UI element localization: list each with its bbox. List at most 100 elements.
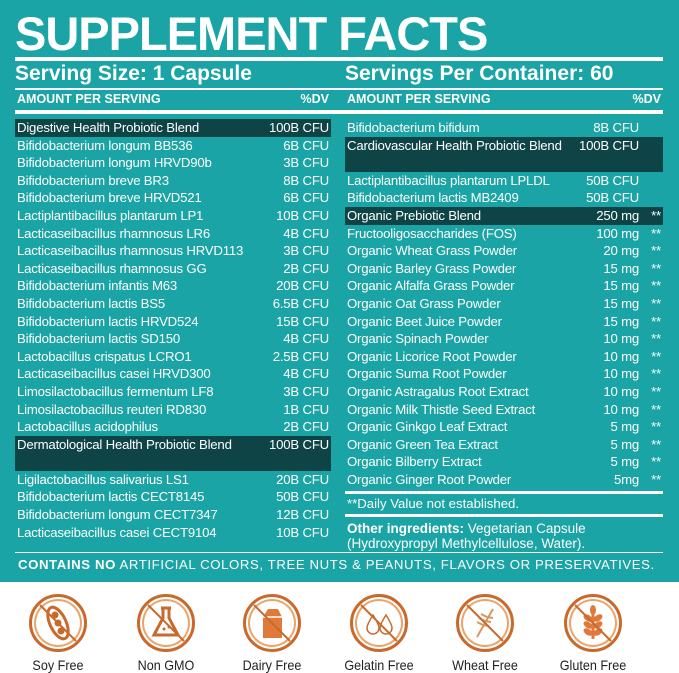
ingredient-name: Organic Suma Root Powder	[347, 366, 507, 382]
amount-group: 3B CFU	[277, 383, 329, 401]
ingredient-row: Organic Oat Grass Powder 15 mg **	[345, 295, 663, 313]
ingredient-amount: 100 mg	[596, 225, 639, 241]
amount-group: 10B CFU	[270, 207, 329, 225]
amount-group: 50B CFU	[580, 189, 661, 207]
right-ingredients: Bifidobacterium bifidum 8B CFU Cardiovascu…	[345, 119, 663, 488]
ingredient-amount: 5 mg	[610, 454, 639, 470]
ingredient-name: Bifidobacterium longum HRVD90b	[17, 155, 212, 171]
servings-per-container: Servings Per Container: 60	[345, 62, 614, 85]
supplement-facts-panel: SUPPLEMENT FACTS Serving Size: 1 Capsule…	[0, 0, 679, 582]
daily-value	[639, 119, 661, 137]
amount-group: 3B CFU	[277, 242, 329, 260]
badge-label: Non GMO	[137, 657, 195, 673]
ingredient-amount: 4B CFU	[283, 366, 329, 382]
ingredient-name: Lactiplantibacillus plantarum LP1	[17, 207, 204, 223]
ingredient-row: Fructooligosaccharides (FOS) 100 mg **	[345, 225, 663, 243]
ingredient-name: Dermatological Health Probiotic Blend	[17, 436, 232, 452]
ingredient-row: Organic Beet Juice Powder 15 mg **	[345, 313, 663, 331]
ingredient-amount: 2B CFU	[283, 419, 329, 435]
drops-icon	[350, 594, 408, 652]
daily-value: **	[651, 243, 661, 259]
daily-value	[639, 189, 661, 207]
ingredient-amount: 10B CFU	[276, 524, 329, 540]
ingredient-row: Organic Spinach Powder 10 mg **	[345, 330, 663, 348]
ingredient-amount: 10 mg	[603, 348, 639, 364]
amount-header: AMOUNT PER SERVING	[347, 92, 491, 106]
ingredient-name: Bifidobacterium breve HRVD521	[17, 190, 202, 206]
divider	[345, 514, 663, 517]
ingredient-amount: 6B CFU	[283, 190, 329, 206]
ingredient-name: Organic Astragalus Root Extract	[347, 383, 529, 399]
ingredient-name: Bifidobacterium breve BR3	[17, 172, 169, 188]
amount-group: 8B CFU	[277, 172, 329, 190]
amount-group: 15 mg **	[597, 277, 661, 295]
amount-group: 15B CFU	[270, 313, 329, 331]
daily-value: **	[651, 401, 661, 417]
ingredient-amount: 1B CFU	[283, 401, 329, 417]
daily-value	[639, 137, 661, 155]
dv-header: %DV	[300, 92, 329, 106]
amount-group: 2B CFU	[277, 418, 329, 436]
ingredient-row: Lacticaseibacillus rhamnosus HRVD113 3B C…	[15, 242, 331, 260]
amount-group: 6.5B CFU	[267, 295, 329, 313]
badge-non-gmo: Non GMO	[121, 594, 211, 673]
amount-group: 10 mg **	[597, 365, 661, 383]
ingredient-row: Bifidobacterium breve HRVD521 6B CFU	[15, 189, 331, 207]
ingredient-name: Limosilactobacillus fermentum LF8	[17, 383, 214, 399]
ingredient-amount: 10 mg	[603, 383, 639, 399]
blend-header-row: Dermatological Health Probiotic Blend 100…	[15, 435, 331, 471]
amount-group: 100B CFU	[263, 119, 329, 137]
ingredient-amount: 8B CFU	[593, 120, 639, 135]
amount-group: 15 mg **	[597, 313, 661, 331]
other-ingredients: Other ingredients: Vegetarian Capsule (H…	[347, 521, 667, 551]
ingredient-name: Organic Licorice Root Powder	[347, 348, 517, 364]
ingredient-row: Bifidobacterium longum CECT7347 12B CFU	[15, 506, 331, 524]
ingredient-amount: 15B CFU	[276, 313, 329, 329]
divider	[15, 88, 663, 90]
ingredient-amount: 3B CFU	[283, 383, 329, 399]
ingredient-row: Lacticaseibacillus casei HRVD300 4B CFU	[15, 365, 331, 383]
ingredient-amount: 2B CFU	[283, 260, 329, 276]
wheat-icon	[456, 594, 514, 652]
badge-gelatin-free: Gelatin Free	[334, 594, 424, 673]
ingredient-amount: 5 mg	[610, 419, 639, 435]
ingredient-row: Organic Bilberry Extract 5 mg **	[345, 453, 663, 471]
ingredient-row: Bifidobacterium lactis MB2409 50B CFU	[345, 189, 663, 207]
ingredient-name: Bifidobacterium lactis CECT8145	[17, 489, 205, 505]
divider	[15, 552, 663, 553]
daily-value: **	[651, 348, 661, 364]
amount-group: 8B CFU	[587, 119, 661, 137]
daily-value: **	[651, 436, 661, 452]
ingredient-amount: 50B CFU	[276, 489, 329, 505]
right-column-header: AMOUNT PER SERVING %DV	[347, 92, 661, 106]
ingredient-row: Bifidobacterium bifidum 8B CFU	[345, 119, 663, 137]
ingredient-row: Bifidobacterium lactis HRVD524 15B CFU	[15, 313, 331, 331]
ingredient-name: Organic Oat Grass Powder	[347, 295, 501, 311]
ingredient-row: Lacticaseibacillus rhamnosus GG 2B CFU	[15, 260, 331, 278]
ingredient-name: Organic Green Tea Extract	[347, 436, 498, 452]
daily-value: **	[651, 331, 661, 347]
ingredient-row: Organic Licorice Root Powder 10 mg **	[345, 348, 663, 366]
ingredient-amount: 250 mg	[596, 207, 639, 223]
ingredient-row: Bifidobacterium lactis CECT8145 50B CFU	[15, 488, 331, 506]
amount-group: 3B CFU	[277, 154, 329, 172]
ingredient-name: Limosilactobacillus reuteri RD830	[17, 401, 207, 417]
amount-group: 15 mg **	[597, 260, 661, 278]
ingredient-row: Lacticaseibacillus casei CECT9104 10B CFU	[15, 524, 331, 542]
amount-group: 100B CFU	[573, 137, 661, 155]
ingredient-name: Organic Barley Grass Powder	[347, 260, 517, 276]
ingredient-name: Organic Wheat Grass Powder	[347, 243, 517, 259]
amount-group: 10 mg **	[597, 401, 661, 419]
amount-group: 20B CFU	[270, 277, 329, 295]
badge-gluten-free: Gluten Free	[548, 594, 638, 673]
ingredient-amount: 15 mg	[603, 278, 639, 294]
blend-header-row: Digestive Health Probiotic Blend 100B CFU	[15, 119, 331, 137]
ingredient-row: Bifidobacterium lactis BS5 6.5B CFU	[15, 295, 331, 313]
ingredient-name: Lactobacillus acidophilus	[17, 419, 158, 435]
ingredient-row: Lactiplantibacillus plantarum LPLDL 50B C…	[345, 172, 663, 190]
ingredient-name: Lactobacillus crispatus LCRO1	[17, 348, 192, 364]
ingredient-row: Bifidobacterium longum HRVD90b 3B CFU	[15, 154, 331, 172]
soybean-icon	[29, 594, 87, 652]
amount-group: 10B CFU	[270, 524, 329, 542]
ingredient-amount: 10 mg	[603, 401, 639, 417]
